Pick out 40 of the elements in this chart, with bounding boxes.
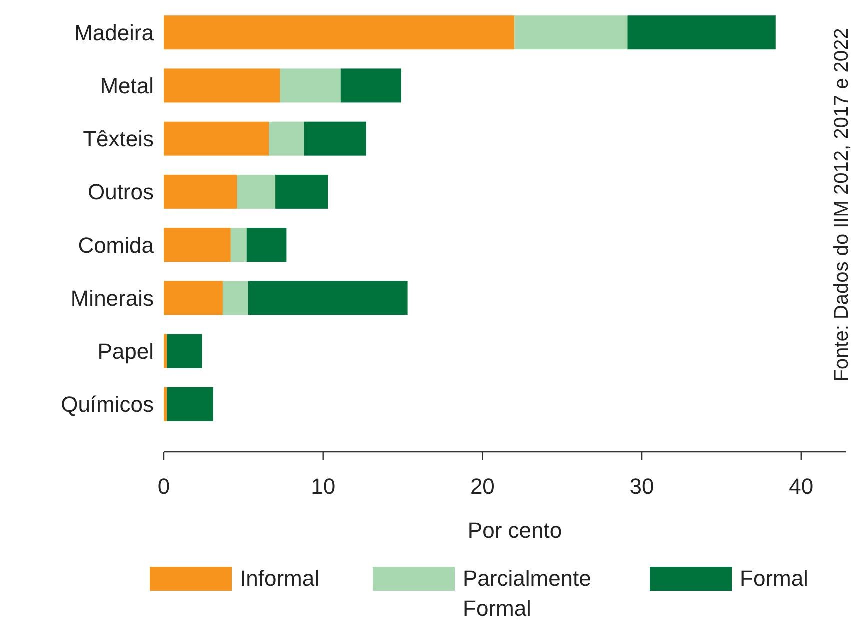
bar <box>167 334 202 368</box>
legend-label: Formal <box>740 566 808 591</box>
x-tick-label: 40 <box>789 474 814 499</box>
bar <box>304 122 366 156</box>
bar <box>164 68 280 103</box>
y-tick-label: Comida <box>78 232 155 258</box>
bar <box>222 281 248 316</box>
y-tick-label: Papel <box>98 338 154 364</box>
bar <box>164 228 231 262</box>
bar <box>230 228 247 262</box>
bar <box>164 174 238 209</box>
bar <box>164 387 168 422</box>
bar <box>164 334 168 368</box>
bar <box>237 174 276 209</box>
bar <box>628 16 776 50</box>
bar <box>269 122 304 156</box>
y-tick-label: Químicos <box>61 392 154 418</box>
legend-label: Informal <box>240 566 320 591</box>
bar <box>167 387 214 422</box>
x-axis-title: Por cento <box>468 518 562 543</box>
annotation: Fonte: Dados do IIM 2012, 2017 e 2022 <box>831 28 851 382</box>
x-tick-label: 20 <box>470 474 495 499</box>
bar <box>246 228 287 262</box>
bar <box>164 16 515 50</box>
bar <box>280 68 341 103</box>
bar <box>164 122 270 156</box>
y-tick-label: Madeira <box>74 20 155 46</box>
bar <box>248 281 408 316</box>
y-tick-label: Têxteis <box>83 126 154 152</box>
bar <box>514 16 628 50</box>
y-tick-label: Minerais <box>70 286 154 311</box>
bar <box>164 281 223 316</box>
bar <box>276 174 328 209</box>
x-tick-label: 0 <box>158 474 170 499</box>
bar <box>340 68 402 103</box>
x-tick-label: 30 <box>630 474 654 499</box>
y-tick-label: Outros <box>88 180 154 205</box>
x-tick-label: 10 <box>311 474 336 499</box>
legend-label: Parcialmente Formal <box>463 566 592 621</box>
y-tick-label: Metal <box>100 73 154 98</box>
